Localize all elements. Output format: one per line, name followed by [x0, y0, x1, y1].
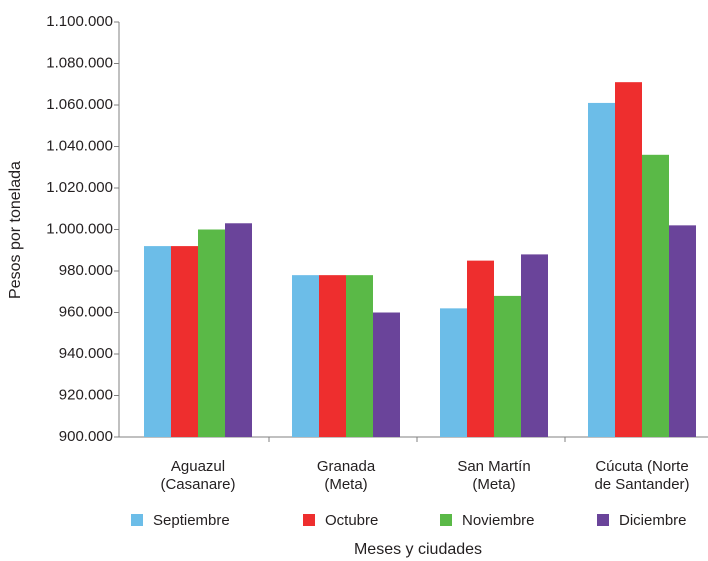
bar: [144, 246, 171, 437]
y-tick-label: 900.000: [59, 428, 113, 445]
x-tick-label: San Martín (Meta): [457, 458, 530, 493]
bar: [319, 275, 346, 437]
bar: [642, 154, 669, 438]
bar: [588, 102, 615, 438]
bar: [669, 225, 696, 437]
bar: [615, 82, 642, 438]
legend-label: Septiembre: [153, 512, 230, 529]
x-tick-label: Cúcuta (Norte de Santander): [594, 458, 689, 493]
bar: [467, 260, 494, 437]
x-tick-label-line: (Casanare): [160, 476, 235, 493]
x-tick-label-line: de Santander): [594, 476, 689, 493]
bar: [346, 275, 373, 437]
x-tick-label-line: Cúcuta (Norte: [595, 458, 688, 475]
x-axis-label: Meses y ciudades: [354, 541, 482, 558]
y-tick-label: 1.100.000: [46, 13, 113, 30]
legend-label: Diciembre: [619, 512, 687, 529]
bar: [171, 246, 198, 437]
y-tick-label: 1.060.000: [46, 96, 113, 113]
legend-swatch: [440, 514, 452, 526]
bar: [225, 223, 252, 437]
y-axis-label: Pesos por tonelada: [7, 161, 24, 299]
legend-swatch: [131, 514, 143, 526]
x-tick-label-line: Granada: [317, 458, 376, 475]
bar: [373, 312, 400, 437]
x-tick-label-line: San Martín: [457, 458, 530, 475]
x-tick-label: Aguazul (Casanare): [160, 458, 235, 493]
bar: [198, 229, 225, 437]
y-tick-label: 1.080.000: [46, 54, 113, 71]
bar: [440, 308, 467, 437]
bar: [521, 254, 548, 437]
legend-label: Octubre: [325, 512, 378, 529]
bar: [494, 295, 521, 437]
legend-label: Noviembre: [462, 512, 535, 529]
legend-swatch: [303, 514, 315, 526]
x-tick-label: Granada (Meta): [317, 458, 376, 493]
y-tick-label: 960.000: [59, 303, 113, 320]
legend-swatch: [597, 514, 609, 526]
y-tick-label: 920.000: [59, 386, 113, 403]
y-tick-label: 980.000: [59, 262, 113, 279]
x-tick-label-line: Aguazul: [171, 458, 225, 475]
x-tick-label-line: (Meta): [324, 476, 367, 493]
y-tick-label: 1.040.000: [46, 137, 113, 154]
x-tick-label-line: (Meta): [472, 476, 515, 493]
y-tick-label: 940.000: [59, 345, 113, 362]
bar: [292, 275, 319, 437]
y-tick-label: 1.020.000: [46, 179, 113, 196]
y-tick-label: 1.000.000: [46, 220, 113, 237]
